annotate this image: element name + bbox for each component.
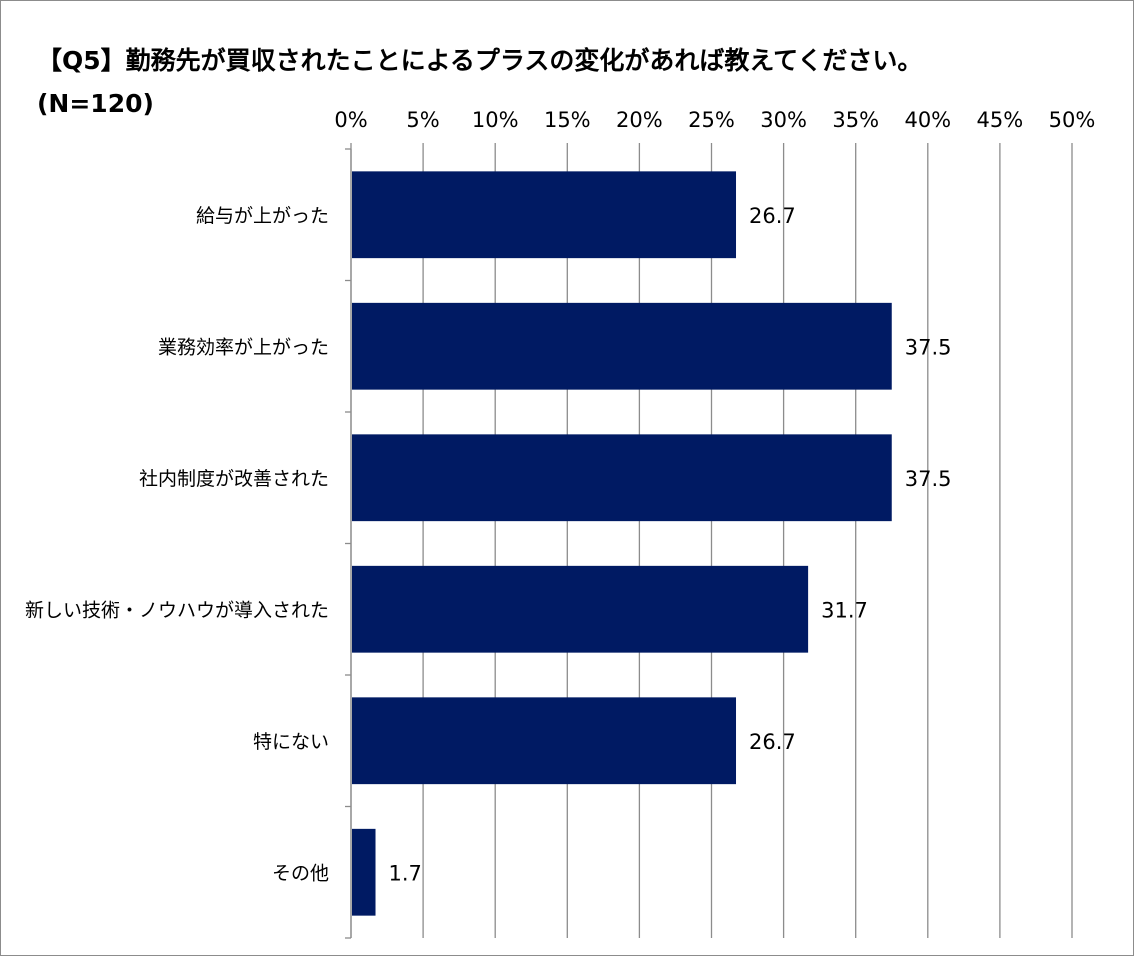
x-tick-label: 0% — [334, 108, 367, 132]
x-tick-label: 35% — [832, 108, 879, 132]
bar — [352, 828, 376, 916]
x-tick-label: 45% — [977, 108, 1024, 132]
x-tick-label: 20% — [616, 108, 663, 132]
category-label: 社内制度が改善された — [139, 468, 329, 490]
x-tick-label: 15% — [544, 108, 591, 132]
category-label: 新しい技術・ノウハウが導入された — [25, 599, 329, 621]
x-tick-label: 30% — [760, 108, 807, 132]
x-tick-label: 50% — [1049, 108, 1096, 132]
category-label: 特にない — [253, 731, 329, 753]
data-label: 1.7 — [389, 861, 422, 885]
data-label: 26.7 — [749, 730, 796, 754]
bar — [352, 697, 737, 785]
x-tick-label: 10% — [472, 108, 519, 132]
bar — [352, 434, 892, 522]
data-label: 37.5 — [905, 335, 952, 359]
category-label: 業務効率が上がった — [158, 336, 329, 358]
data-label: 31.7 — [821, 598, 868, 622]
data-label: 37.5 — [905, 467, 952, 491]
chart-title: 【Q5】勤務先が買収されたことによるプラスの変化があれば教えてください。 — [37, 46, 923, 75]
data-label: 26.7 — [749, 204, 796, 228]
bar — [352, 565, 809, 653]
x-tick-label: 5% — [406, 108, 439, 132]
bar — [352, 171, 737, 259]
bar — [352, 302, 892, 390]
category-label: その他 — [272, 862, 329, 884]
x-tick-label: 25% — [688, 108, 735, 132]
x-tick-label: 40% — [904, 108, 951, 132]
chart-subtitle: (N=120) — [37, 89, 154, 118]
category-label: 給与が上がった — [196, 205, 329, 227]
